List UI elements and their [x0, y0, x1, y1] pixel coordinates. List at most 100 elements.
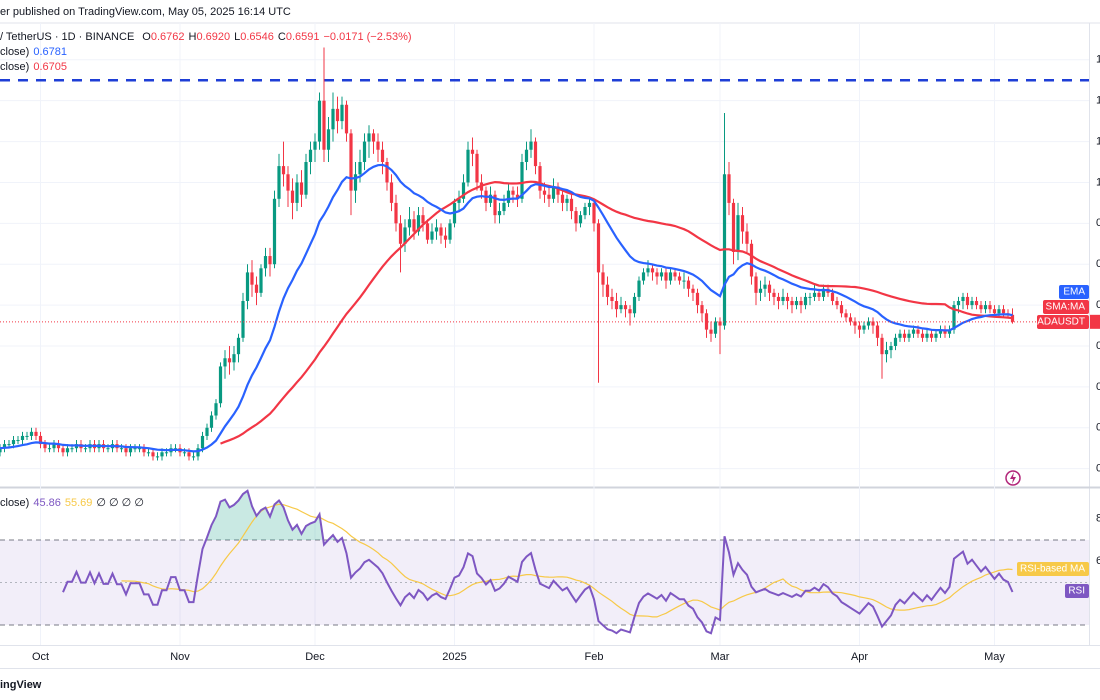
x-tick-label: Mar	[711, 651, 730, 663]
candle-body	[943, 329, 947, 334]
candle-body	[1010, 314, 1015, 322]
candle-body	[763, 284, 767, 289]
candle-body	[736, 215, 740, 252]
rsi-legend-extra: ∅ ∅ ∅ ∅	[96, 497, 144, 509]
ema-line	[0, 163, 1013, 453]
x-tick-label: Apr	[851, 651, 868, 663]
candle-body	[187, 452, 191, 457]
candle-body	[52, 444, 56, 449]
rsi-legend-ma-value: 55.69	[65, 497, 93, 509]
candle-body	[569, 198, 574, 212]
rsi-overbought-fill	[206, 490, 726, 540]
candle-body	[695, 292, 700, 306]
candle-body	[902, 333, 907, 338]
ema-legend: close) 0.6781	[0, 46, 67, 58]
candle-body	[938, 329, 943, 334]
candle-body	[893, 337, 898, 346]
y-tick-label: 0.3000	[1096, 463, 1100, 475]
candle-body	[713, 321, 718, 334]
candle-body	[277, 166, 281, 199]
rsi-badge: RSI	[1068, 586, 1085, 597]
candle-body	[794, 301, 799, 306]
candle-body	[835, 301, 839, 306]
candle-body	[443, 235, 448, 240]
candle-body	[497, 211, 502, 216]
candle-body	[632, 296, 637, 314]
candle-body	[772, 292, 776, 297]
candle-body	[34, 431, 38, 436]
candle-body	[979, 305, 983, 310]
candle-body	[299, 182, 304, 195]
candle-body	[970, 301, 974, 306]
symbol-legend: / TetherUS · 1D · BINANCE O0.6762 H0.6920 L…	[0, 31, 412, 43]
candle-body	[236, 337, 241, 355]
candle-body	[124, 448, 128, 453]
ohlc-value: 0.6591	[286, 31, 320, 43]
candle-body	[380, 149, 385, 163]
candle-body	[745, 231, 749, 244]
candle-body	[997, 309, 1001, 314]
footer-logo: ingView	[0, 679, 42, 691]
candle-body	[857, 325, 862, 330]
candle-body	[515, 194, 520, 199]
candle-body	[880, 337, 884, 355]
rsi-tick-label: 80	[1096, 513, 1100, 525]
candle-body	[7, 444, 11, 446]
candle-body	[709, 329, 713, 334]
change-value: −0.0171 (−2.53%)	[324, 31, 412, 43]
candle-body	[385, 162, 389, 183]
candle-body	[493, 194, 497, 216]
candle-body	[182, 452, 187, 454]
candle-body	[313, 141, 317, 150]
candle-body	[394, 202, 398, 224]
candle-body	[25, 435, 29, 437]
candle-body	[637, 280, 641, 297]
candle-body	[349, 133, 353, 191]
candle-body	[574, 211, 578, 224]
candle-body	[605, 284, 610, 297]
candle-body	[529, 141, 533, 150]
candle-body	[731, 202, 736, 252]
candle-body	[614, 301, 619, 310]
candle-body	[398, 223, 403, 244]
candle-body	[2, 444, 7, 449]
y-tick-label: 0.9000	[1096, 217, 1100, 229]
candle-body	[83, 448, 88, 450]
candle-body	[47, 448, 52, 450]
sma-badge-bg	[1043, 300, 1089, 314]
symbol-badge-bg	[1037, 315, 1089, 329]
ema-badge-bg	[1059, 285, 1089, 299]
publish-note: er published on TradingView.com, May 05,…	[0, 6, 291, 18]
y-tick-label: 1.2000	[1096, 95, 1100, 107]
candle-body	[853, 321, 857, 326]
alert-icon[interactable]	[1005, 470, 1021, 486]
candle-body	[425, 223, 430, 240]
candle-body	[601, 272, 605, 285]
symbol-badge: ADAUSDT	[1037, 317, 1085, 328]
candle-body	[506, 190, 511, 203]
candle-body	[250, 272, 254, 285]
candle-body	[686, 280, 691, 289]
candle-body	[623, 305, 628, 310]
candle-body	[200, 435, 205, 449]
sma-legend: close) 0.6705	[0, 61, 67, 73]
candle-body	[403, 227, 407, 244]
candle-body	[214, 403, 218, 416]
sma-legend-value: 0.6705	[33, 61, 67, 73]
x-tick-label: Nov	[170, 651, 190, 663]
candle-body	[947, 329, 952, 334]
sma-badge: SMA:MA	[1046, 302, 1086, 313]
candle-body	[848, 317, 853, 322]
candle-body	[875, 325, 880, 338]
candle-body	[682, 280, 686, 282]
candle-body	[434, 227, 439, 232]
candle-body	[502, 202, 506, 212]
candle-body	[844, 313, 848, 318]
ema-badge: EMA	[1063, 287, 1085, 298]
candle-body	[754, 276, 758, 293]
candle-body	[646, 268, 650, 273]
candle-body	[286, 174, 290, 191]
candle-body	[785, 296, 790, 302]
candle-body	[889, 345, 893, 351]
